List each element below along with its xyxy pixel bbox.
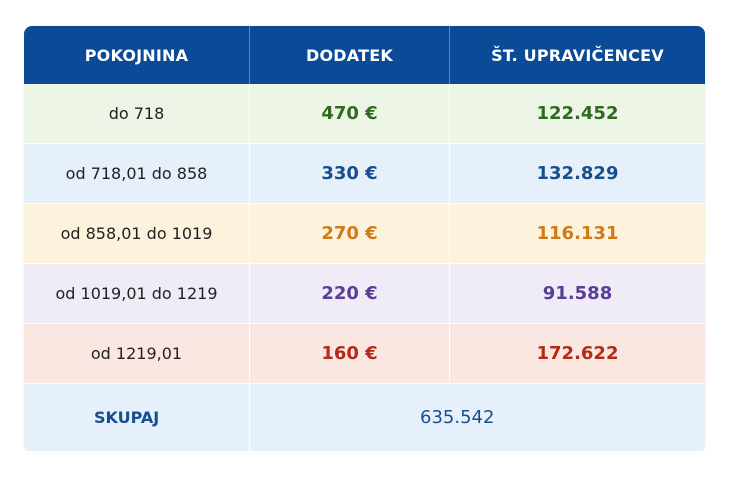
row-4-pension: od 1019,01 do 1219 — [24, 264, 250, 324]
row-5-pension: od 1219,01 — [24, 324, 250, 384]
total-value: 635.542 — [250, 384, 705, 451]
header-beneficiaries: ŠT. UPRAVIČENCEV — [450, 26, 705, 84]
row-4-beneficiaries: 91.588 — [450, 264, 705, 324]
row-4-supplement: 220 € — [250, 264, 450, 324]
row-2-beneficiaries: 132.829 — [450, 144, 705, 204]
row-1-supplement: 470 € — [250, 84, 450, 144]
row-3-pension: od 858,01 do 1019 — [24, 204, 250, 264]
row-1-pension: do 718 — [24, 84, 250, 144]
table-grid: POKOJNINA DODATEK ŠT. UPRAVIČENCEV do 71… — [24, 26, 705, 453]
row-5-supplement: 160 € — [250, 324, 450, 384]
row-3-beneficiaries: 116.131 — [450, 204, 705, 264]
header-supplement: DODATEK — [250, 26, 450, 84]
row-2-supplement: 330 € — [250, 144, 450, 204]
row-2-pension: od 718,01 do 858 — [24, 144, 250, 204]
pension-supplement-table: POKOJNINA DODATEK ŠT. UPRAVIČENCEV do 71… — [24, 26, 705, 453]
header-pension: POKOJNINA — [24, 26, 250, 84]
row-5-beneficiaries: 172.622 — [450, 324, 705, 384]
total-label: SKUPAJ — [24, 384, 250, 451]
row-3-supplement: 270 € — [250, 204, 450, 264]
row-1-beneficiaries: 122.452 — [450, 84, 705, 144]
